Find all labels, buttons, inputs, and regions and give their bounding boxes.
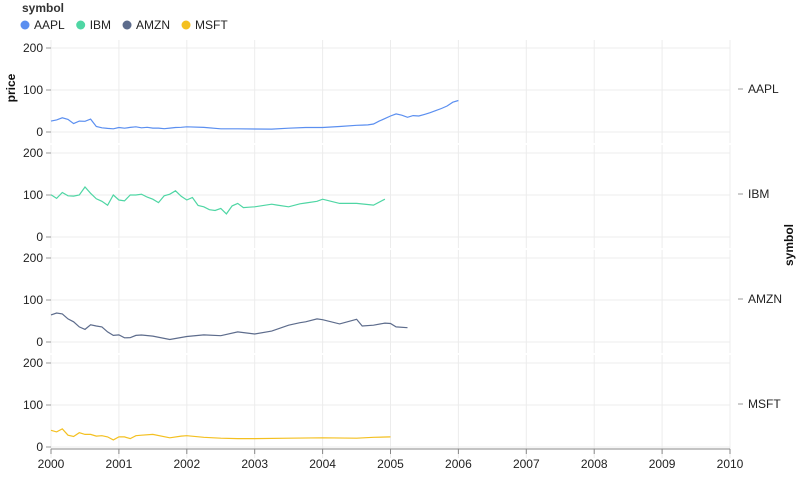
x-tick-label: 2003 [241,457,268,471]
legend-swatch [20,20,30,30]
legend-swatch [76,20,86,30]
x-tick-label: 2008 [581,457,608,471]
y-tick-label: 0 [36,335,43,349]
row-label-msft: MSFT [748,397,781,411]
x-tick-label: 2006 [445,457,472,471]
series-line-aapl [50,99,459,130]
y-tick-label: 200 [23,356,43,370]
y-tick-label: 0 [36,230,43,244]
x-tick-label: 2010 [717,457,744,471]
x-tick-label: 2001 [106,457,133,471]
series-line-amzn [50,312,408,341]
x-axis: 2000 2001 2002 2003 2004 2005 2006 2007 2008 2009… [38,448,744,471]
series-line-msft [50,428,391,441]
x-tick-label: 2004 [309,457,336,471]
legend-title: symbol [22,1,64,15]
panel-amzn: 0 100 200 AMZN [23,250,782,353]
y-tick-label: 200 [23,146,43,160]
x-tick-label: 2000 [38,457,65,471]
panel-ibm: 0 100 200 IBM [23,145,769,248]
y-tick-label: 100 [23,398,43,412]
y-tick-label: 200 [23,41,43,55]
series-line-ibm [50,186,386,215]
x-tick-label: 2007 [513,457,540,471]
y-tick-label: 200 [23,251,43,265]
row-label-amzn: AMZN [748,292,782,306]
legend-item-ibm[interactable]: IBM [76,18,111,32]
legend-label: AAPL [34,18,65,32]
x-tick-label: 2002 [173,457,200,471]
y-tick-label: 100 [23,293,43,307]
legend-swatch [122,20,132,30]
legend-label: AMZN [136,18,170,32]
row-label-aapl: AAPL [748,82,779,96]
legend-label: MSFT [195,18,228,32]
facet-axis-title: symbol [782,224,796,266]
legend-swatch [181,20,191,30]
panel-msft: 0 100 200 MSFT [23,355,781,458]
y-axis-title: price [4,73,18,102]
legend-item-msft[interactable]: MSFT [181,18,229,32]
panel-aapl: 0 100 200 AAPL [23,40,779,143]
y-tick-label: 0 [36,125,43,139]
legend-item-aapl[interactable]: AAPL [20,18,66,32]
x-tick-label: 2009 [649,457,676,471]
legend-label: IBM [90,18,111,32]
y-tick-label: 0 [36,440,43,454]
row-label-ibm: IBM [748,187,769,201]
x-tick-label: 2005 [377,457,404,471]
y-tick-label: 100 [23,83,43,97]
legend: symbol AAPL IBM AMZN MSFT [20,1,229,32]
legend-item-amzn[interactable]: AMZN [122,18,171,32]
y-tick-label: 100 [23,188,43,202]
